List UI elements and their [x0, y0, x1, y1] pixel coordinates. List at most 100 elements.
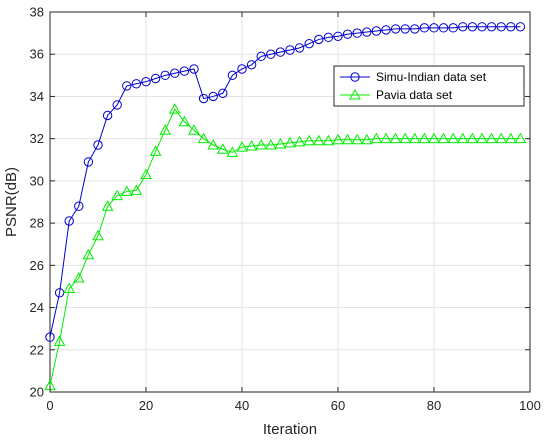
data-point — [323, 32, 334, 43]
data-point — [208, 91, 218, 102]
x-tick-label: 40 — [235, 398, 249, 413]
data-point — [341, 133, 354, 145]
data-point — [496, 22, 506, 32]
data-point — [333, 31, 343, 41]
data-point — [466, 132, 479, 144]
x-tick-label: 20 — [139, 398, 153, 413]
data-point — [390, 24, 401, 34]
y-axis-ticks: 20 22 24 26 28 30 32 34 36 38 — [30, 5, 530, 400]
data-point — [255, 138, 268, 150]
plot-area-frame — [49, 11, 531, 393]
data-point — [53, 335, 66, 346]
data-point — [45, 332, 55, 342]
x-axis-ticks: 0 20 40 60 80 100 — [46, 12, 541, 413]
legend-label: Pavia data set — [376, 88, 453, 102]
data-point — [314, 34, 324, 45]
y-tick-label: 30 — [30, 173, 44, 188]
data-point — [141, 76, 151, 87]
data-point — [189, 64, 199, 74]
legend-marker — [349, 88, 361, 100]
data-point — [389, 132, 402, 144]
series-line — [49, 26, 521, 338]
data-point — [477, 22, 487, 32]
data-point — [74, 201, 84, 211]
data-point — [92, 229, 104, 241]
data-point — [285, 45, 295, 55]
data-point — [179, 66, 190, 76]
data-point — [226, 146, 239, 157]
data-point — [120, 185, 133, 196]
data-point — [504, 132, 517, 144]
series-1 — [45, 22, 526, 342]
data-point — [410, 24, 420, 34]
x-tick-label: 100 — [519, 398, 541, 413]
data-point — [102, 110, 113, 121]
data-point — [149, 145, 162, 156]
x-tick-label: 80 — [427, 398, 441, 413]
legend-entry: Pavia data set — [340, 88, 453, 102]
data-point — [218, 88, 228, 98]
data-point — [93, 140, 103, 150]
data-point — [360, 133, 373, 145]
data-point — [275, 47, 286, 57]
data-point — [294, 43, 305, 53]
data-point — [380, 132, 392, 144]
data-point — [246, 60, 257, 70]
data-point — [362, 27, 372, 37]
data-point — [447, 132, 460, 144]
y-tick-label: 32 — [30, 131, 44, 146]
data-point — [506, 22, 516, 32]
y-axis-label: PSNR(dB) — [3, 167, 20, 237]
data-point — [370, 132, 383, 144]
data-point — [140, 168, 152, 180]
series-2 — [44, 103, 527, 391]
data-point — [351, 133, 364, 145]
data-point — [198, 93, 209, 104]
data-point — [178, 115, 191, 127]
data-point — [476, 132, 488, 144]
data-point — [438, 23, 449, 33]
data-point — [303, 134, 316, 146]
data-point — [408, 132, 421, 144]
data-point — [437, 132, 450, 144]
data-point — [428, 132, 440, 144]
data-point — [514, 132, 527, 144]
legend-box — [333, 65, 525, 107]
data-point — [342, 29, 353, 39]
data-point — [237, 64, 247, 74]
data-point — [456, 132, 469, 144]
series-line — [49, 108, 521, 386]
data-point — [112, 100, 122, 110]
data-point — [245, 140, 258, 151]
y-tick-label: 38 — [30, 5, 44, 20]
data-point — [82, 248, 95, 260]
y-tick-label: 26 — [30, 258, 44, 273]
legend-marker — [350, 72, 360, 82]
data-point — [312, 134, 325, 146]
data-point — [515, 22, 526, 32]
y-tick-label: 36 — [30, 47, 44, 62]
data-point — [101, 200, 114, 211]
data-point — [256, 51, 266, 62]
legend-label: Simu-Indian data set — [376, 70, 487, 84]
data-point — [63, 282, 76, 294]
data-point — [264, 138, 277, 150]
data-point — [467, 22, 478, 32]
data-point — [170, 68, 180, 78]
y-tick-label: 28 — [30, 216, 44, 231]
y-tick-label: 24 — [30, 300, 44, 315]
x-tick-label: 60 — [331, 398, 345, 413]
data-point — [227, 70, 238, 81]
y-tick-label: 22 — [30, 342, 44, 357]
data-point — [266, 49, 276, 59]
series-layer — [44, 22, 527, 391]
data-point — [458, 22, 468, 32]
data-point — [448, 23, 458, 33]
data-point — [130, 184, 143, 195]
data-point — [159, 124, 172, 135]
data-point — [122, 81, 132, 91]
legend-entry: Simu-Indian data set — [340, 70, 487, 84]
data-point — [216, 143, 229, 154]
data-point — [381, 25, 391, 35]
